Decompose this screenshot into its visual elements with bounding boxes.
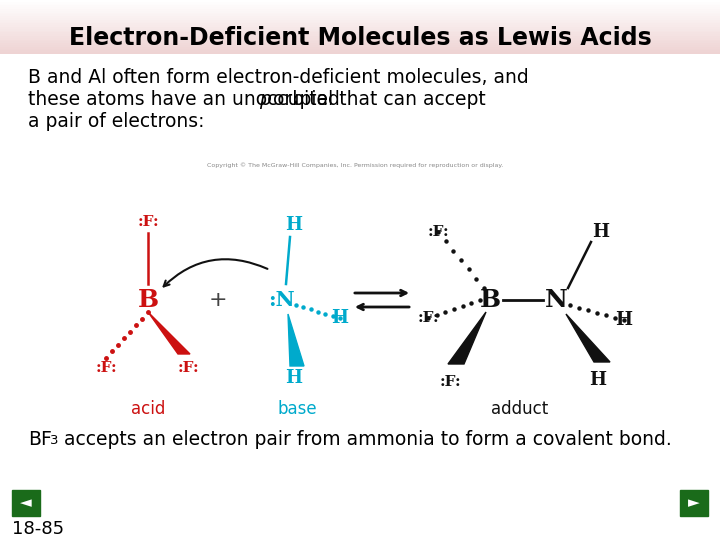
- Text: ◄: ◄: [20, 496, 32, 510]
- Bar: [0, 45, 720, 48]
- Text: a pair of electrons:: a pair of electrons:: [28, 112, 204, 131]
- Text: B: B: [480, 288, 500, 312]
- Bar: [0, 34, 720, 37]
- Bar: [0, 36, 720, 38]
- Text: these atoms have an unoccupied: these atoms have an unoccupied: [28, 90, 346, 109]
- Text: B: B: [138, 288, 158, 312]
- Text: acid: acid: [131, 400, 165, 418]
- Bar: [0, 9, 720, 11]
- Bar: [0, 2, 720, 4]
- Text: :F:: :F:: [427, 225, 449, 239]
- Text: :F:: :F:: [177, 361, 199, 375]
- Polygon shape: [448, 312, 486, 364]
- Text: +: +: [209, 290, 228, 310]
- Text: :N: :N: [269, 290, 295, 310]
- Bar: [12, 490, 40, 516]
- Text: :F:: :F:: [439, 375, 461, 389]
- Bar: [0, 43, 720, 45]
- Bar: [0, 29, 720, 31]
- Bar: [0, 25, 720, 28]
- Text: 3: 3: [50, 434, 58, 447]
- Bar: [0, 5, 720, 8]
- Text: Copyright © The McGraw-Hill Companies, Inc. Permission required for reproduction: Copyright © The McGraw-Hill Companies, I…: [207, 162, 503, 167]
- Text: orbital that can accept: orbital that can accept: [267, 90, 486, 109]
- Polygon shape: [566, 314, 610, 362]
- Bar: [0, 42, 720, 44]
- Text: H: H: [593, 223, 610, 241]
- Bar: [0, 16, 720, 18]
- Text: p: p: [259, 90, 271, 109]
- Bar: [0, 15, 720, 17]
- Text: accepts an electron pair from ammonia to form a covalent bond.: accepts an electron pair from ammonia to…: [58, 430, 672, 449]
- Text: :F:: :F:: [138, 215, 159, 229]
- Bar: [0, 39, 720, 42]
- Text: H: H: [286, 369, 302, 387]
- Text: B and Al often form electron-deficient molecules, and: B and Al often form electron-deficient m…: [28, 68, 528, 87]
- Bar: [0, 47, 720, 49]
- Text: H: H: [616, 311, 632, 329]
- Bar: [0, 32, 720, 35]
- Bar: [0, 4, 720, 6]
- Text: H: H: [590, 371, 606, 389]
- Bar: [0, 18, 720, 21]
- Bar: [0, 11, 720, 13]
- Text: :F:: :F:: [95, 361, 117, 375]
- Bar: [0, 23, 720, 26]
- Bar: [0, 7, 720, 10]
- Text: H: H: [286, 216, 302, 234]
- Text: 18-85: 18-85: [12, 520, 64, 538]
- Text: Electron-Deficient Molecules as Lewis Acids: Electron-Deficient Molecules as Lewis Ac…: [68, 26, 652, 50]
- Bar: [0, 50, 720, 53]
- Bar: [0, 0, 720, 2]
- Text: adduct: adduct: [491, 400, 549, 418]
- Text: H: H: [331, 309, 348, 327]
- Polygon shape: [288, 314, 304, 366]
- Text: base: base: [277, 400, 317, 418]
- Bar: [0, 38, 720, 40]
- Bar: [0, 27, 720, 29]
- Text: BF: BF: [28, 430, 52, 449]
- Bar: [0, 20, 720, 22]
- Bar: [0, 12, 720, 15]
- Bar: [0, 31, 720, 33]
- Polygon shape: [148, 312, 190, 354]
- Bar: [0, 22, 720, 24]
- Text: ►: ►: [688, 496, 700, 510]
- Text: :F:: :F:: [417, 311, 438, 325]
- Bar: [0, 52, 720, 55]
- Bar: [680, 490, 708, 516]
- Bar: [0, 49, 720, 51]
- Text: N: N: [544, 288, 567, 312]
